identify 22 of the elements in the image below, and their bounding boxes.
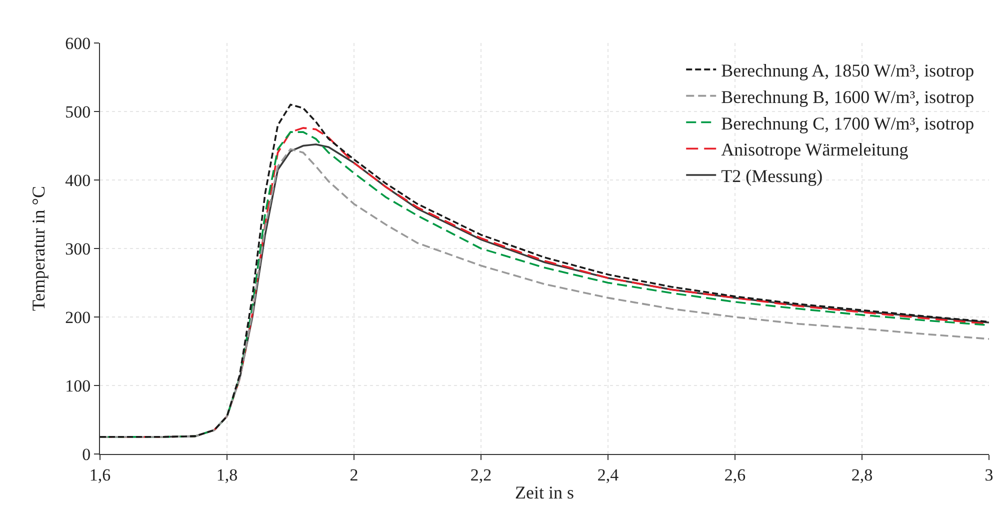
x-tick-label: 1,8 <box>216 465 238 484</box>
x-tick-label: 2,6 <box>724 465 746 484</box>
x-tick-label: 2,4 <box>597 465 620 484</box>
legend-label: Berechnung A, 1850 W/m³, isotrop <box>721 60 974 80</box>
y-tick-label: 600 <box>65 34 91 53</box>
x-tick-label: 2,8 <box>851 465 873 484</box>
x-tick-label: 2 <box>350 465 358 484</box>
x-tick-label: 1,6 <box>89 465 111 484</box>
y-tick-label: 100 <box>65 376 91 396</box>
x-tick-label: 2,2 <box>470 465 492 484</box>
legend-label: Berechnung B, 1600 W/m³, isotrop <box>721 86 974 107</box>
y-tick-label: 0 <box>82 444 91 464</box>
x-tick-label: 3 <box>984 465 994 484</box>
y-tick-label: 200 <box>65 308 91 327</box>
legend-label: Anisotrope Wärmeleitung <box>721 140 908 160</box>
y-tick-label: 400 <box>65 170 91 190</box>
legend-label: Berechnung C, 1700 W/m³, isotrop <box>721 113 974 134</box>
legend-label: T2 (Messung) <box>721 166 823 186</box>
y-axis-title: Temperatur in °C <box>28 186 48 311</box>
y-tick-label: 300 <box>65 239 91 258</box>
x-axis-title: Zeit in s <box>515 482 574 502</box>
y-tick-label: 500 <box>65 102 91 122</box>
